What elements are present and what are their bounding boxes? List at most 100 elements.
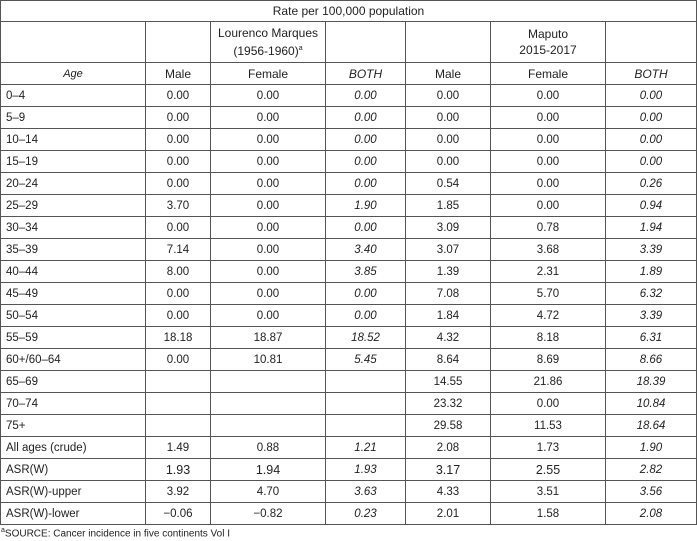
table-row: 25–29 3.70 0.00 1.90 1.85 0.00 0.94: [0, 194, 697, 217]
lm-both-cell: [325, 414, 406, 437]
lm-both-cell: 3.85: [325, 260, 406, 283]
table-row: 45–49 0.00 0.00 0.00 7.08 5.70 6.32: [0, 282, 697, 305]
lm-both-cell: 3.40: [325, 238, 406, 261]
lm-female-cell: 0.00: [210, 128, 326, 151]
lm-female-cell: 0.00: [210, 238, 326, 261]
lm-male-cell: [145, 414, 211, 437]
footnote-marker: a: [1, 527, 5, 534]
maputo-both-cell: 8.66: [605, 348, 697, 371]
lm-female-cell: 0.00: [210, 260, 326, 283]
age-cell: 40–44: [0, 260, 146, 283]
maputo-female-cell: 2.55: [490, 458, 606, 481]
maputo-male-cell: 0.00: [405, 106, 491, 129]
age-cell: 75+: [0, 414, 146, 437]
maputo-male-cell: 2.01: [405, 502, 491, 525]
maputo-male-cell: 29.58: [405, 414, 491, 437]
group-lourenco-marques: Lourenco Marques (1956-1960)a: [210, 21, 326, 63]
lm-female-cell: [210, 392, 326, 415]
empty-cell: [605, 21, 697, 63]
lm-male-cell: 0.00: [145, 106, 211, 129]
maputo-male-cell: 2.08: [405, 436, 491, 459]
maputo-female-cell: 1.58: [490, 502, 606, 525]
table-row: 50–54 0.00 0.00 0.00 1.84 4.72 3.39: [0, 304, 697, 327]
lm-male-cell: 0.00: [145, 128, 211, 151]
maputo-male-cell: 0.00: [405, 150, 491, 173]
lm-female-cell: 0.88: [210, 436, 326, 459]
lm-male-cell: 3.92: [145, 480, 211, 503]
lm-both-cell: 18.52: [325, 326, 406, 349]
caption-row: Rate per 100,000 population: [0, 0, 697, 22]
lm-both-cell: 0.00: [325, 172, 406, 195]
maputo-both-cell: 0.00: [605, 150, 697, 173]
lm-female-cell: 0.00: [210, 84, 326, 107]
maputo-female-cell: 0.00: [490, 392, 606, 415]
lm-both-cell: 0.00: [325, 216, 406, 239]
footnote-marker: a: [298, 45, 303, 52]
lm-both-cell: 0.23: [325, 502, 406, 525]
footnote-text: SOURCE: Cancer incidence in five contine…: [4, 528, 231, 540]
lm-male-cell: 0.00: [145, 282, 211, 305]
lm-male-cell: 3.70: [145, 194, 211, 217]
group-2-period: 2015-2017: [519, 43, 577, 57]
maputo-female-cell: 2.31: [490, 260, 606, 283]
maputo-female-cell: 0.00: [490, 84, 606, 107]
maputo-female-cell: 0.00: [490, 194, 606, 217]
header-both: BOTH: [605, 62, 697, 85]
table-row: 0–4 0.00 0.00 0.00 0.00 0.00 0.00: [0, 84, 697, 107]
maputo-female-cell: 0.00: [490, 172, 606, 195]
lm-female-cell: 0.00: [210, 216, 326, 239]
table-row: 20–24 0.00 0.00 0.00 0.54 0.00 0.26: [0, 172, 697, 195]
table-row: ASR(W)-upper 3.92 4.70 3.63 4.33 3.51 3.56: [0, 480, 697, 503]
age-cell: All ages (crude): [0, 436, 146, 459]
maputo-female-cell: 5.70: [490, 282, 606, 305]
table-row: 35–39 7.14 0.00 3.40 3.07 3.68 3.39: [0, 238, 697, 261]
header-female: Female: [210, 62, 326, 85]
header-age: Age: [0, 62, 146, 85]
rates-table: Rate per 100,000 population Lourenco Mar…: [0, 0, 697, 525]
maputo-female-cell: 8.69: [490, 348, 606, 371]
lm-female-cell: [210, 414, 326, 437]
lm-female-cell: [210, 370, 326, 393]
column-header-row: Age Male Female BOTH Male Female BOTH: [0, 62, 697, 85]
table-row: 40–44 8.00 0.00 3.85 1.39 2.31 1.89: [0, 260, 697, 283]
maputo-male-cell: 3.07: [405, 238, 491, 261]
lm-male-cell: 8.00: [145, 260, 211, 283]
lm-both-cell: 0.00: [325, 282, 406, 305]
age-cell: 25–29: [0, 194, 146, 217]
lm-female-cell: 0.00: [210, 282, 326, 305]
group-maputo: Maputo 2015-2017: [490, 21, 606, 63]
maputo-both-cell: 0.00: [605, 84, 697, 107]
lm-female-cell: 0.00: [210, 194, 326, 217]
group-2-name: Maputo: [527, 27, 569, 41]
empty-cell: [325, 21, 406, 63]
maputo-female-cell: 0.00: [490, 150, 606, 173]
maputo-both-cell: 1.94: [605, 216, 697, 239]
lm-both-cell: 0.00: [325, 304, 406, 327]
maputo-female-cell: 1.73: [490, 436, 606, 459]
lm-female-cell: 18.87: [210, 326, 326, 349]
lm-female-cell: 0.00: [210, 172, 326, 195]
maputo-male-cell: 1.84: [405, 304, 491, 327]
group-header-row: Lourenco Marques (1956-1960)a Maputo 2015-…: [0, 21, 697, 63]
age-cell: 10–14: [0, 128, 146, 151]
lm-female-cell: −0.82: [210, 502, 326, 525]
lm-male-cell: 0.00: [145, 172, 211, 195]
age-cell: ASR(W): [0, 458, 146, 481]
group-1-period: (1956-1960): [233, 44, 299, 58]
maputo-male-cell: 23.32: [405, 392, 491, 415]
maputo-both-cell: 10.84: [605, 392, 697, 415]
maputo-female-cell: 3.68: [490, 238, 606, 261]
table-row: 30–34 0.00 0.00 0.00 3.09 0.78 1.94: [0, 216, 697, 239]
maputo-both-cell: 3.39: [605, 304, 697, 327]
maputo-male-cell: 3.09: [405, 216, 491, 239]
maputo-female-cell: 4.72: [490, 304, 606, 327]
lm-female-cell: 0.00: [210, 304, 326, 327]
age-cell: 50–54: [0, 304, 146, 327]
header-male: Male: [145, 62, 211, 85]
lm-both-cell: 0.00: [325, 128, 406, 151]
lm-both-cell: 1.90: [325, 194, 406, 217]
maputo-male-cell: 4.33: [405, 480, 491, 503]
lm-both-cell: [325, 370, 406, 393]
lm-both-cell: 0.00: [325, 84, 406, 107]
